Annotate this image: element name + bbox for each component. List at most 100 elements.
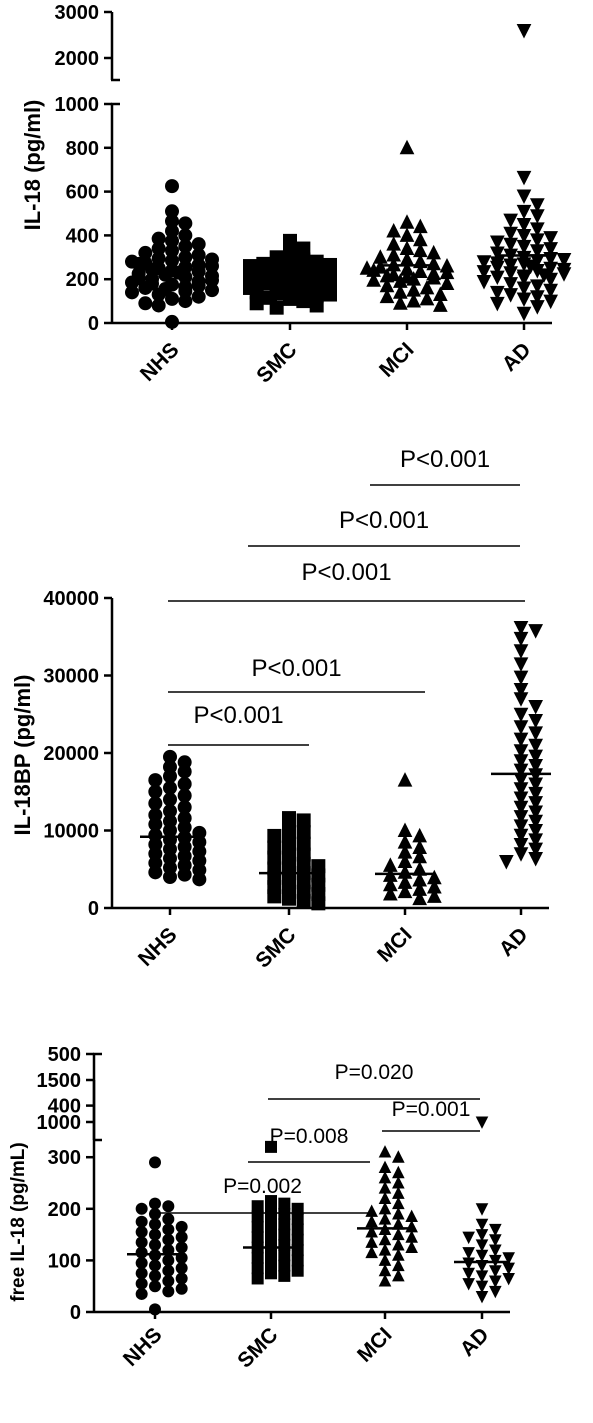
data-point-mci xyxy=(405,1209,418,1223)
y-tick-label: 400 xyxy=(48,1096,81,1118)
data-point-nhs xyxy=(131,256,146,271)
data-point-nhs xyxy=(205,273,219,288)
data-point-mci xyxy=(378,1263,392,1277)
y-tick-label: 0 xyxy=(88,898,99,920)
data-point-mci xyxy=(397,834,413,849)
data-point-ad xyxy=(529,300,545,315)
data-point-smc xyxy=(323,287,337,302)
p-value-label: P<0.001 xyxy=(193,702,283,729)
data-point-ad xyxy=(503,288,519,303)
data-point-nhs xyxy=(163,870,177,884)
data-point-ad xyxy=(513,819,529,834)
data-point-mci xyxy=(399,139,415,155)
data-point-mci xyxy=(378,1212,392,1225)
data-point-nhs xyxy=(125,275,139,290)
data-point-ad xyxy=(543,272,559,288)
data-point-mci xyxy=(426,244,442,260)
data-point-mci xyxy=(366,272,382,287)
data-point-nhs xyxy=(163,804,177,819)
data-point-ad xyxy=(489,246,505,261)
data-point-smc xyxy=(309,298,324,313)
data-point-ad xyxy=(489,285,505,301)
free-il18-panel: free IL-18 (pg/mL) 0 100 200 300 400 500 1000 1… xyxy=(8,1044,515,1373)
data-point-mci xyxy=(392,1238,405,1251)
data-point-mci xyxy=(399,251,415,266)
data-point-ad xyxy=(516,228,532,244)
data-point-ad xyxy=(489,1244,502,1257)
data-point-mci xyxy=(365,1245,378,1259)
data-point-mci xyxy=(406,293,422,308)
data-point-smc xyxy=(251,1251,264,1264)
data-point-nhs xyxy=(162,1213,175,1226)
data-point-ad xyxy=(513,838,529,853)
data-point-ad xyxy=(513,707,529,723)
data-point-nhs xyxy=(162,1223,175,1236)
data-point-mci xyxy=(426,255,442,271)
data-point-ad xyxy=(529,244,545,259)
data-point-nhs xyxy=(149,1197,161,1210)
data-point-nhs xyxy=(178,284,193,299)
data-point-nhs xyxy=(149,1303,161,1316)
data-point-mci xyxy=(412,827,428,843)
data-point-mci xyxy=(378,1243,392,1256)
data-point-mci xyxy=(386,222,402,238)
data-point-smc xyxy=(251,1231,264,1244)
y-tick-label: 0 xyxy=(70,1302,81,1324)
data-point-nhs xyxy=(165,214,179,229)
data-point-nhs xyxy=(175,1272,188,1285)
data-point-mci xyxy=(412,218,428,234)
y-tick-label: 1000 xyxy=(37,1112,82,1134)
data-point-ad xyxy=(543,242,559,257)
data-point-ad xyxy=(502,1252,515,1265)
data-point-nhs xyxy=(205,259,219,274)
data-point-nhs xyxy=(177,867,192,882)
data-point-nhs xyxy=(178,250,193,265)
data-point-mci xyxy=(378,1274,392,1287)
data-point-ad xyxy=(462,1278,475,1291)
data-point-nhs xyxy=(177,788,192,803)
data-point-smc xyxy=(296,294,311,309)
data-point-nhs xyxy=(175,1282,188,1295)
data-point-nhs xyxy=(175,1231,188,1244)
data-point-nhs xyxy=(178,294,193,309)
data-point-ad xyxy=(489,260,505,276)
data-point-ad xyxy=(489,1265,502,1278)
data-point-ad xyxy=(513,621,529,636)
data-point-ad xyxy=(513,754,529,769)
data-point-mci xyxy=(397,864,413,879)
data-point-smc xyxy=(278,1249,291,1262)
data-point-mci xyxy=(426,879,442,894)
data-point-mci xyxy=(412,839,428,854)
il18-panel: IL-18 (pg/ml) 0 200 400 600 800 1000 2000 3000 N… xyxy=(20,2,572,388)
y-tick-label: 10000 xyxy=(43,821,99,843)
data-point-ad xyxy=(528,805,544,820)
x-tick-label-smc: SMC xyxy=(233,1323,282,1372)
data-point-nhs xyxy=(163,780,177,795)
data-point-smc xyxy=(249,285,264,300)
data-point-ad xyxy=(513,763,529,779)
data-point-ad xyxy=(503,213,519,229)
data-point-ad xyxy=(489,1223,502,1237)
data-point-nhs xyxy=(163,769,177,784)
data-point-ad xyxy=(529,254,545,269)
data-point-nhs xyxy=(177,764,192,779)
data-point-mci xyxy=(392,284,408,299)
data-point-nhs xyxy=(175,1262,188,1275)
data-point-mci xyxy=(405,1240,418,1254)
data-point-ad xyxy=(462,1231,475,1245)
data-point-mci xyxy=(392,1150,405,1163)
data-point-nhs xyxy=(175,1220,188,1233)
data-point-mci xyxy=(365,1214,378,1228)
data-point-ad xyxy=(529,198,545,213)
data-point-ad xyxy=(523,259,539,275)
data-point-smc xyxy=(296,241,311,256)
data-point-mci xyxy=(426,888,442,903)
data-point-nhs xyxy=(135,1215,148,1228)
data-point-nhs xyxy=(162,1200,175,1213)
x-tick-label-smc: SMC xyxy=(251,923,300,972)
data-point-nhs xyxy=(165,291,179,306)
data-point-ad xyxy=(489,1234,502,1247)
data-point-mci xyxy=(406,282,422,297)
data-point-nhs xyxy=(149,1228,161,1241)
